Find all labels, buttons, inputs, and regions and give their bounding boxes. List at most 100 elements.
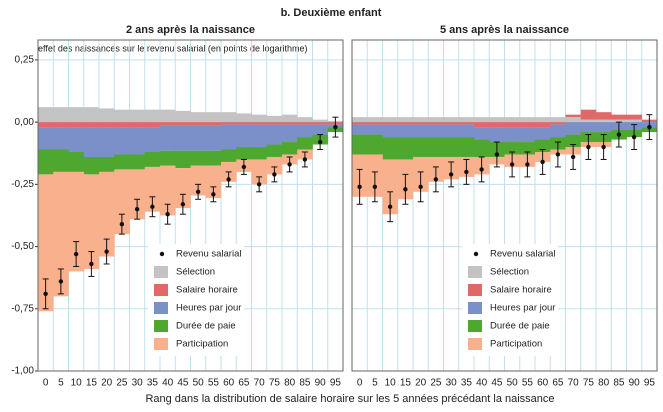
bar-segment — [175, 150, 191, 169]
bar-segment — [83, 122, 100, 128]
x-tick-label: 10 — [385, 378, 397, 389]
bar-segment — [458, 122, 475, 125]
bar-segment — [382, 137, 399, 160]
x-tick-label: 40 — [476, 378, 488, 389]
bar-segment — [397, 122, 414, 125]
point — [195, 189, 201, 195]
y-tick-label: -0,75 — [11, 303, 34, 314]
bar-segment — [221, 149, 237, 162]
bar-segment — [53, 127, 69, 150]
bar-segment — [38, 174, 54, 312]
x-tick-label: 80 — [598, 378, 610, 389]
bar-segment — [367, 117, 383, 123]
legend-swatch — [468, 302, 482, 314]
point — [104, 249, 109, 254]
bar-segment — [297, 137, 313, 150]
bar-segment — [221, 112, 237, 123]
bar-segment — [236, 113, 252, 123]
legend-swatch — [154, 284, 168, 296]
bar-segment — [53, 149, 69, 172]
panel-title: 5 ans après la naissance — [440, 24, 569, 36]
point — [570, 154, 576, 160]
bar-segment — [443, 137, 460, 157]
x-tick-label: 75 — [269, 378, 281, 389]
bar-segment — [443, 117, 460, 123]
bar-segment — [297, 117, 313, 123]
x-axis-label: Rang dans la distribution de salaire hor… — [145, 393, 554, 405]
bar-segment — [38, 127, 54, 150]
bar-segment — [282, 124, 298, 143]
bar-segment — [53, 122, 69, 128]
point — [479, 167, 484, 172]
x-tick-label: 70 — [254, 378, 266, 389]
y-tick-label: -1,00 — [11, 366, 34, 377]
bar-segment — [580, 119, 597, 123]
bar-segment — [68, 171, 85, 272]
bar-segment — [474, 127, 490, 140]
x-tick-label: 30 — [132, 378, 144, 389]
legend-label: Heures par jour — [176, 303, 241, 314]
bar-segment — [352, 134, 368, 155]
bar-segment — [367, 122, 383, 125]
point — [448, 172, 454, 177]
x-tick-label: 50 — [193, 378, 205, 389]
bar-segment — [382, 122, 399, 125]
bar-segment — [428, 124, 444, 138]
legend-label: Participation — [490, 339, 542, 350]
x-tick-label: 70 — [568, 378, 580, 389]
bar-segment — [489, 122, 505, 128]
bar-segment — [160, 150, 176, 166]
bar-segment — [266, 144, 283, 157]
bar-segment — [443, 122, 460, 125]
point — [241, 164, 247, 170]
bar-segment — [367, 134, 383, 155]
point — [287, 162, 292, 167]
bar-segment — [504, 117, 521, 123]
bar-segment — [68, 151, 85, 172]
bar-segment — [413, 137, 429, 157]
bar-segment — [382, 117, 399, 123]
bar-segment — [413, 117, 429, 123]
x-tick-label: 65 — [238, 378, 250, 389]
legend-swatch — [154, 320, 168, 332]
figure-title: b. Deuxième enfant — [281, 7, 382, 19]
bar-segment — [38, 122, 54, 128]
x-tick-label: 25 — [430, 378, 442, 389]
x-tick-label: 20 — [101, 378, 113, 389]
point — [333, 124, 338, 130]
bar-segment — [266, 115, 283, 123]
bar-segment — [190, 125, 207, 151]
bar-segment — [367, 124, 383, 135]
bar-segment — [428, 122, 444, 125]
point — [119, 221, 125, 227]
bar-segment — [474, 122, 490, 128]
bar-segment — [312, 119, 329, 123]
point — [89, 261, 94, 267]
point — [272, 172, 277, 177]
legend-label: Salaire horaire — [176, 285, 238, 296]
bar-segment — [626, 114, 643, 120]
bar-segment — [68, 107, 85, 123]
legend-marker — [473, 251, 479, 257]
bar-segment — [251, 147, 268, 160]
bar-segment — [580, 109, 597, 120]
bar-segment — [99, 108, 115, 123]
point — [616, 132, 622, 137]
x-tick-label: 20 — [415, 378, 427, 389]
bar-segment — [251, 122, 268, 125]
bar-segment — [83, 156, 100, 175]
bar-segment — [611, 119, 627, 123]
y-tick-label: -0,50 — [11, 241, 34, 252]
x-tick-label: 15 — [400, 378, 412, 389]
bar-segment — [38, 107, 54, 123]
bar-segment — [129, 122, 146, 128]
bar-segment — [397, 124, 414, 138]
x-tick-label: 95 — [330, 378, 342, 389]
point — [211, 192, 216, 197]
bar-segment — [68, 127, 85, 152]
x-tick-label: 5 — [58, 378, 64, 389]
bar-segment — [312, 124, 329, 135]
bar-segment — [352, 124, 368, 135]
x-tick-label: 0 — [357, 378, 363, 389]
